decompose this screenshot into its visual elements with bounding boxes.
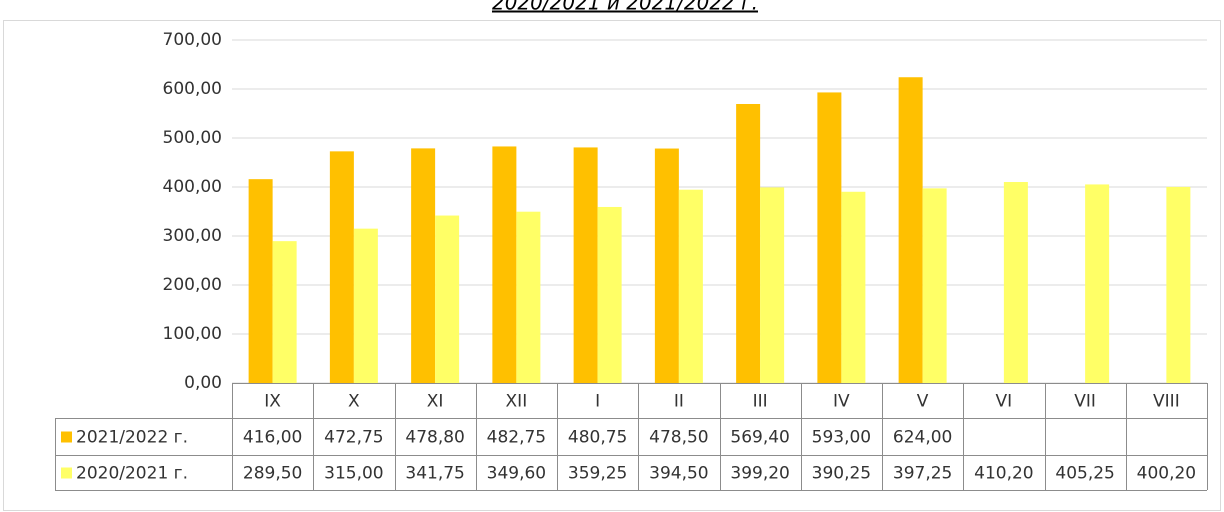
bar [248,179,273,383]
value-label: 478,80 [405,428,464,448]
value-label: 624,00 [893,428,952,448]
bar [573,147,598,383]
value-label: 480,75 [568,428,627,448]
value-label: 394,50 [649,464,708,484]
bar [353,228,378,383]
bar [898,77,923,384]
legend-label: 2020/2021 г. [76,464,188,484]
y-tick-label: 400,00 [163,177,222,197]
bar [272,241,297,383]
y-tick-label: 700,00 [163,30,222,50]
x-tick-label: V [917,392,929,412]
value-label: 359,25 [568,464,627,484]
x-tick-label: IX [264,392,281,412]
value-label: 397,25 [893,464,952,484]
y-tick-label: 0,00 [184,373,222,393]
bar [1085,184,1110,383]
x-tick-label: VIII [1153,392,1180,412]
bar [760,187,785,383]
bar [329,151,354,383]
legend-label: 2021/2022 г. [76,428,188,448]
bar [516,211,541,383]
bar [817,92,842,384]
y-tick-label: 200,00 [163,275,222,295]
y-tick-label: 600,00 [163,79,222,99]
value-label: 341,75 [405,464,464,484]
x-tick-label: XII [506,392,528,412]
value-label: 569,40 [730,428,789,448]
bar [654,148,679,383]
x-tick-label: III [753,392,768,412]
x-tick-label: I [595,392,600,412]
value-label: 390,25 [812,464,871,484]
value-label: 315,00 [324,464,383,484]
legend-swatch [61,431,72,443]
value-label: 349,60 [487,464,546,484]
value-label: 405,25 [1055,464,1114,484]
bar [678,189,703,383]
y-tick-label: 500,00 [163,128,222,148]
value-label: 410,20 [974,464,1033,484]
x-tick-label: VI [996,392,1013,412]
value-label: 482,75 [487,428,546,448]
bar [597,206,622,383]
legend-swatch [61,467,72,479]
value-label: 593,00 [812,428,871,448]
chart-title: 2020/2021 и 2021/2022 г. [492,0,758,15]
y-tick-label: 300,00 [163,226,222,246]
bar [492,146,517,383]
value-label: 478,50 [649,428,708,448]
x-tick-label: IV [833,392,850,412]
bar [411,148,436,383]
value-label: 416,00 [243,428,302,448]
bar [841,191,866,383]
x-tick-label: X [348,392,360,412]
x-tick-label: II [674,392,684,412]
value-label: 472,75 [324,428,383,448]
bar [922,188,947,383]
bar [435,215,460,383]
x-tick-label: XI [427,392,444,412]
x-tick-label: VII [1074,392,1096,412]
bar [1003,182,1028,383]
bar [1166,186,1191,383]
value-label: 289,50 [243,464,302,484]
y-tick-label: 100,00 [163,324,222,344]
bar [736,103,761,383]
value-label: 400,20 [1137,464,1196,484]
value-label: 399,20 [730,464,789,484]
